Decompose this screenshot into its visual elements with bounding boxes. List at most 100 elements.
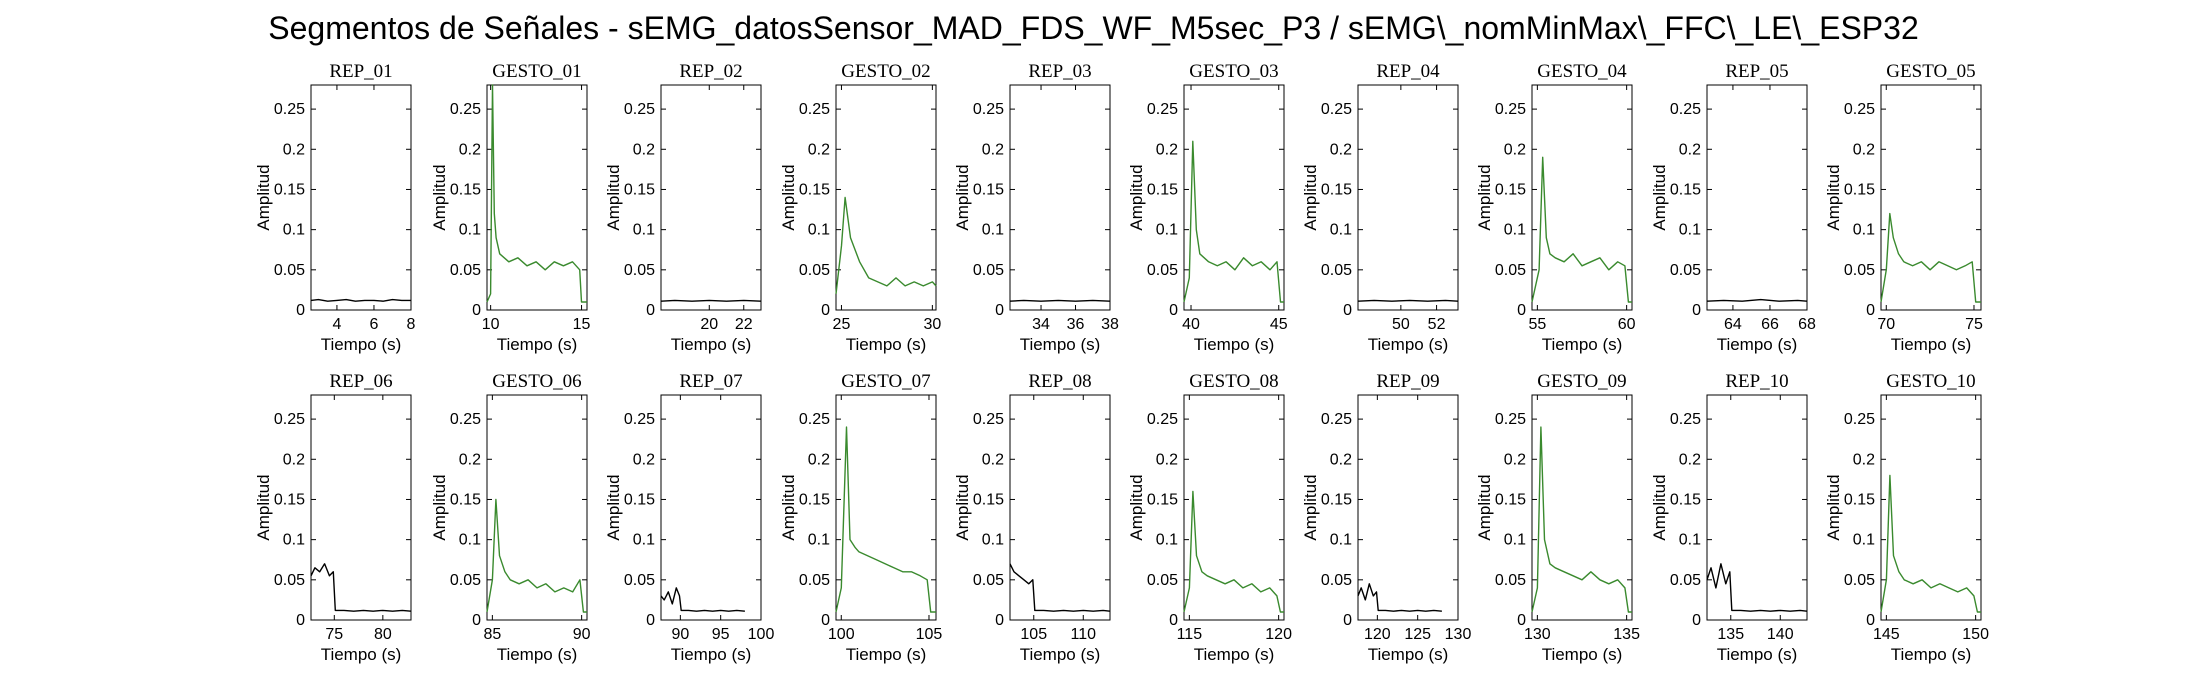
y-tick-label: 0	[995, 302, 1004, 319]
x-axis-label: Tiempo (s)	[846, 335, 927, 354]
axes-frame	[660, 394, 762, 621]
y-tick-label: 0.05	[624, 572, 655, 589]
y-tick-label: 0.25	[1495, 411, 1526, 428]
y-axis-label: Amplitud	[1301, 164, 1320, 230]
x-axis-label: Tiempo (s)	[1020, 645, 1101, 664]
y-tick-label: 0.1	[982, 222, 1004, 239]
y-tick-label: 0	[1169, 612, 1178, 629]
subplot-title: REP_06	[329, 371, 392, 392]
y-tick-label: 0.15	[274, 181, 305, 198]
subplot-11: GESTO_06 0 0.05 0.1 0.15 0.2 0.25 85 90 Tiempo (s…	[430, 371, 591, 664]
subplot-0: REP_01 0 0.05 0.1 0.15 0.2 0.25 4 6 8 Tiempo (s) Am…	[254, 61, 416, 354]
y-tick-label: 0.25	[1321, 101, 1352, 118]
y-tick-label: 0.15	[1147, 491, 1178, 508]
subplot-title: GESTO_01	[492, 61, 581, 82]
y-tick-label: 0.1	[633, 222, 655, 239]
y-axis-label: Amplitud	[779, 164, 798, 230]
y-tick-label: 0	[472, 302, 481, 319]
x-tick-label: 68	[1798, 316, 1816, 333]
x-tick-label: 6	[370, 316, 379, 333]
axes-frame	[1880, 394, 1982, 621]
y-tick-label: 0.05	[1670, 262, 1701, 279]
y-tick-label: 0	[1692, 612, 1701, 629]
y-tick-label: 0.25	[274, 411, 305, 428]
y-axis-label: Amplitud	[254, 474, 273, 540]
y-tick-label: 0.15	[1670, 181, 1701, 198]
y-tick-label: 0.1	[633, 532, 655, 549]
y-tick-label: 0.2	[1853, 451, 1875, 468]
y-tick-label: 0.15	[1321, 491, 1352, 508]
subplot-10: REP_06 0 0.05 0.1 0.15 0.2 0.25 75 80 Tiempo (s) A…	[254, 371, 412, 664]
y-axis-label: Amplitud	[953, 164, 972, 230]
y-tick-label: 0.25	[973, 411, 1004, 428]
y-axis-label: Amplitud	[430, 164, 449, 230]
x-tick-label: 52	[1428, 316, 1446, 333]
y-tick-label: 0	[1517, 302, 1526, 319]
y-tick-label: 0.2	[1504, 141, 1526, 158]
subplot-title: GESTO_07	[841, 371, 930, 392]
x-tick-label: 100	[828, 626, 855, 643]
y-axis-label: Amplitud	[1650, 474, 1669, 540]
subplot-14: REP_08 0 0.05 0.1 0.15 0.2 0.25 105 110 Tiempo (s…	[953, 371, 1111, 664]
y-tick-label: 0	[1692, 302, 1701, 319]
y-tick-label: 0.2	[808, 451, 830, 468]
subplot-title: REP_03	[1028, 61, 1091, 82]
x-tick-label: 75	[325, 626, 343, 643]
y-tick-label: 0.05	[274, 572, 305, 589]
y-tick-label: 0.25	[1321, 411, 1352, 428]
y-tick-label: 0.1	[459, 532, 481, 549]
y-tick-label: 0.1	[982, 532, 1004, 549]
x-tick-label: 135	[1613, 626, 1640, 643]
axes-frame	[1183, 394, 1285, 621]
y-axis-label: Amplitud	[1475, 474, 1494, 540]
x-tick-label: 75	[1965, 316, 1983, 333]
y-tick-label: 0.25	[973, 101, 1004, 118]
subplot-title: GESTO_03	[1189, 61, 1278, 82]
series-line	[1183, 490, 1284, 613]
y-tick-label: 0	[1517, 612, 1526, 629]
x-tick-label: 30	[923, 316, 941, 333]
y-tick-label: 0.2	[1679, 141, 1701, 158]
x-axis-label: Tiempo (s)	[1717, 645, 1798, 664]
x-axis-label: Tiempo (s)	[1368, 645, 1449, 664]
subplot-title: GESTO_08	[1189, 371, 1278, 392]
y-axis-label: Amplitud	[1824, 474, 1843, 540]
x-axis-label: Tiempo (s)	[497, 645, 578, 664]
series-line	[1357, 299, 1459, 302]
x-tick-label: 130	[1445, 626, 1472, 643]
subplot-7: GESTO_04 0 0.05 0.1 0.15 0.2 0.25 55 60 Tiempo (s…	[1475, 61, 1636, 354]
x-tick-label: 115	[1177, 626, 1203, 643]
y-tick-label: 0.05	[1495, 262, 1526, 279]
y-axis-label: Amplitud	[779, 474, 798, 540]
x-axis-label: Tiempo (s)	[1891, 335, 1972, 354]
y-tick-label: 0.05	[624, 262, 655, 279]
x-tick-label: 66	[1761, 316, 1779, 333]
y-axis-label: Amplitud	[430, 474, 449, 540]
x-tick-label: 34	[1032, 316, 1050, 333]
x-tick-label: 60	[1618, 316, 1636, 333]
axes-frame	[660, 84, 762, 311]
x-axis-label: Tiempo (s)	[846, 645, 927, 664]
y-tick-label: 0	[296, 302, 305, 319]
y-tick-label: 0.25	[1670, 101, 1701, 118]
y-tick-label: 0.2	[982, 141, 1004, 158]
y-tick-label: 0	[821, 612, 830, 629]
series-line	[1009, 299, 1111, 302]
x-tick-label: 45	[1270, 316, 1288, 333]
y-tick-label: 0.25	[1495, 101, 1526, 118]
axes-frame	[1706, 84, 1808, 311]
x-axis-label: Tiempo (s)	[1194, 335, 1275, 354]
subplot-title: GESTO_09	[1537, 371, 1626, 392]
series-line	[1706, 563, 1808, 612]
y-tick-label: 0.25	[450, 411, 481, 428]
x-tick-label: 110	[1071, 626, 1097, 643]
x-axis-label: Tiempo (s)	[671, 645, 752, 664]
x-tick-label: 50	[1392, 316, 1410, 333]
subplot-6: REP_04 0 0.05 0.1 0.15 0.2 0.25 50 52 Tiempo (s) A…	[1301, 61, 1459, 354]
y-tick-label: 0.1	[1853, 532, 1875, 549]
axes-frame	[835, 84, 937, 311]
y-tick-label: 0.15	[1844, 181, 1875, 198]
y-axis-label: Amplitud	[254, 164, 273, 230]
y-tick-label: 0.05	[1844, 572, 1875, 589]
